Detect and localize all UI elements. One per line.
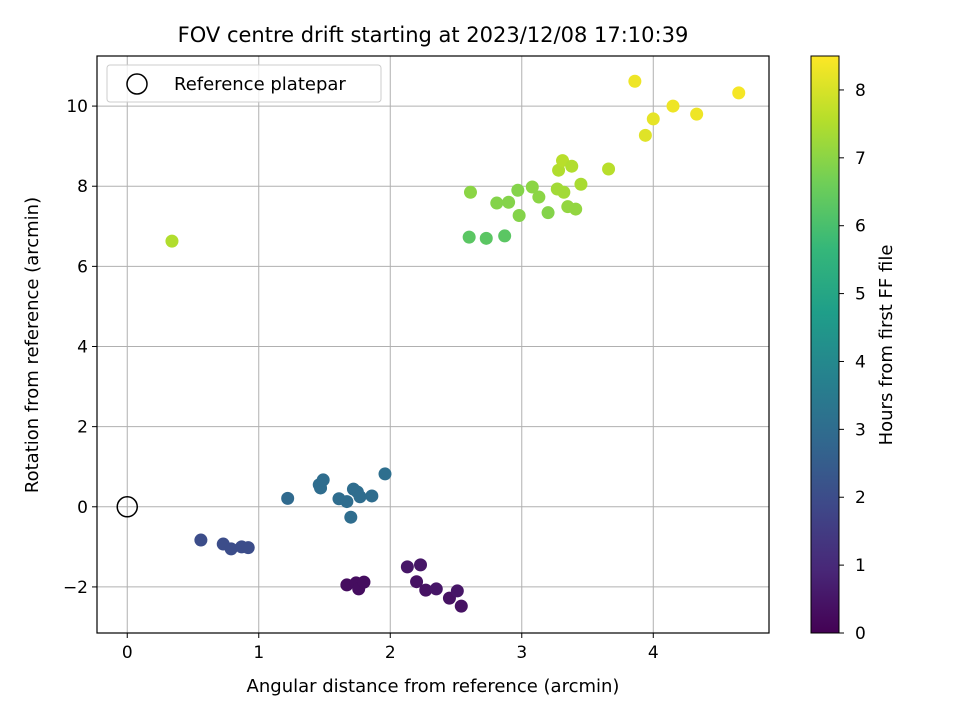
colorbar: 0 1 2 3 4 5 6 7 8: [810, 55, 866, 644]
data-point: [357, 575, 371, 589]
plot-area: 0 1 2 3 4 −2 0 2 4 6 8 10: [63, 55, 770, 663]
data-point: [414, 558, 428, 572]
data-point: [365, 489, 379, 503]
data-point: [732, 86, 746, 100]
colorbar-gradient: [810, 55, 840, 634]
y-tick-label: 10: [66, 97, 88, 117]
data-point: [502, 195, 516, 209]
data-point: [353, 490, 367, 504]
data-point: [429, 582, 443, 596]
data-point: [541, 206, 555, 220]
data-point: [666, 99, 680, 113]
colorbar-tick-label: 6: [855, 217, 866, 237]
legend: Reference platepar: [106, 64, 382, 103]
data-point: [498, 229, 512, 243]
colorbar-tick-label: 0: [855, 624, 866, 644]
colorbar-tick-label: 7: [855, 149, 866, 169]
x-axis-label: Angular distance from reference (arcmin): [247, 676, 620, 697]
data-point: [281, 491, 295, 505]
data-point: [165, 234, 179, 248]
data-point: [569, 202, 583, 216]
data-point: [378, 467, 392, 481]
data-point: [646, 112, 660, 126]
x-tick-label: 1: [253, 643, 264, 663]
axes-frame: [96, 55, 770, 634]
legend-label: Reference platepar: [174, 74, 346, 95]
y-tick-label: 2: [77, 418, 88, 438]
x-tick-label: 3: [516, 643, 527, 663]
colorbar-tick-label: 4: [855, 352, 866, 372]
colorbar-tick-label: 5: [855, 285, 866, 305]
data-point: [419, 583, 433, 597]
colorbar-label: Hours from first FF file: [876, 245, 897, 446]
x-tick-label: 0: [122, 643, 133, 663]
y-tick-label: 8: [77, 177, 88, 197]
data-point: [450, 584, 464, 598]
data-point: [316, 473, 330, 487]
data-point: [574, 177, 588, 191]
legend-reference-marker: [126, 73, 148, 95]
data-point: [340, 495, 354, 509]
colorbar-tick-label: 2: [855, 488, 866, 508]
data-point: [490, 196, 504, 210]
data-point: [410, 575, 424, 589]
data-point: [344, 510, 358, 524]
chart-title: FOV centre drift starting at 2023/12/08 …: [178, 23, 689, 47]
data-point: [525, 180, 539, 194]
data-point: [224, 542, 238, 556]
data-point: [454, 599, 468, 613]
y-tick-label: 4: [77, 338, 88, 358]
data-point: [463, 185, 477, 199]
x-tick-label: 4: [648, 643, 659, 663]
data-point: [511, 183, 525, 197]
data-point: [602, 162, 616, 176]
data-point: [628, 74, 642, 88]
legend-frame: [106, 64, 382, 103]
data-point: [532, 190, 546, 204]
data-point: [638, 128, 652, 142]
data-point: [194, 533, 208, 547]
data-point: [462, 230, 476, 244]
x-tick-label: 2: [385, 643, 396, 663]
reference-platepar-marker: [116, 496, 138, 518]
colorbar-tick-label: 1: [855, 556, 866, 576]
data-point: [479, 231, 493, 245]
y-axis-label: Rotation from reference (arcmin): [22, 197, 43, 493]
y-tick-label: 0: [77, 498, 88, 518]
data-point: [690, 107, 704, 121]
y-tick-label: −2: [63, 578, 88, 598]
colorbar-tick-label: 3: [855, 420, 866, 440]
data-point: [565, 159, 579, 173]
colorbar-tick-label: 8: [855, 81, 866, 101]
data-point: [241, 541, 255, 555]
data-point: [400, 560, 414, 574]
data-point: [557, 185, 571, 199]
y-tick-label: 6: [77, 257, 88, 277]
data-point: [512, 208, 526, 222]
